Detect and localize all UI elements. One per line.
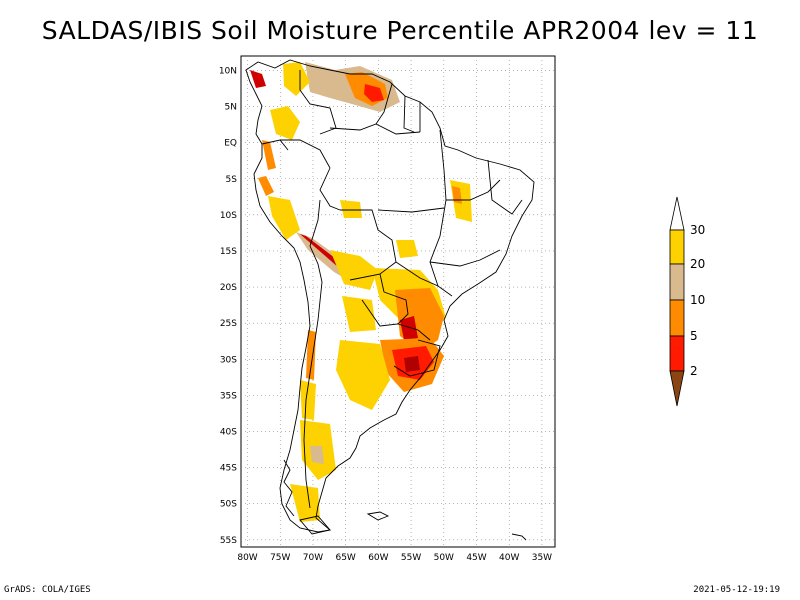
- lat-label: 50S: [220, 500, 237, 510]
- falkland-islands: [366, 511, 390, 521]
- shade-patagonia-tan: [310, 446, 324, 464]
- lat-label: 40S: [220, 427, 237, 437]
- shade-ecuador: [262, 140, 276, 170]
- border-bolivia-paraguay: [349, 273, 385, 293]
- border-guyana-suriname: [403, 95, 415, 133]
- border-brazil-interior-4: [377, 207, 445, 213]
- border-brazil-interior-6: [395, 261, 453, 297]
- border-uruguay: [393, 339, 441, 377]
- border-brazil-interior-1: [439, 129, 447, 201]
- lon-label: 55W: [401, 553, 421, 563]
- shade-colombia-red: [250, 70, 266, 88]
- border-chile-argentina: [303, 281, 323, 509]
- map-frame: [240, 55, 556, 548]
- lon-label: 35W: [532, 553, 552, 563]
- border-bolivia-chile: [309, 245, 323, 283]
- border-brazil-ne: [487, 159, 523, 215]
- border-colombia-peru: [280, 139, 331, 169]
- shade-parana-red: [400, 316, 418, 340]
- lat-label: 5N: [225, 103, 237, 113]
- shade-ne-brazil-orange: [452, 186, 462, 204]
- border-colombia-venezuela: [299, 70, 337, 135]
- lat-label: 10S: [220, 211, 237, 221]
- shade-central-brazil: [396, 240, 418, 258]
- lon-label: 40W: [499, 553, 519, 563]
- legend-label-30: 30: [690, 223, 705, 237]
- shade-chile-yellow: [300, 380, 316, 420]
- lat-label: 45S: [220, 464, 237, 474]
- legend-5-10: [669, 299, 685, 337]
- lat-label: 35S: [220, 391, 237, 401]
- tierra-del-fuego: [299, 515, 331, 535]
- legend-label-5: 5: [690, 329, 698, 343]
- coastline-and-borders: [245, 59, 535, 541]
- legend-above-30: [669, 196, 685, 231]
- lon-label: 80W: [237, 553, 257, 563]
- percentile-shading: [250, 62, 472, 522]
- shade-amazon-small: [340, 200, 362, 218]
- border-peru-bolivia: [309, 199, 321, 247]
- shade-peru: [258, 176, 274, 196]
- lat-label: 30S: [220, 355, 237, 365]
- border-brazil-interior-3: [429, 199, 447, 287]
- shade-venezuela-red: [364, 84, 384, 102]
- chart-title: SALDAS/IBIS Soil Moisture Percentile APR…: [41, 16, 759, 45]
- border-brazil-north: [329, 123, 421, 135]
- shade-patagonia-south: [290, 484, 320, 522]
- shade-venezuela-yellow: [283, 62, 310, 96]
- lat-label: 25S: [220, 319, 237, 329]
- lat-label: 5S: [226, 175, 238, 185]
- shade-uruguay-darkred: [404, 356, 420, 372]
- lat-label: 10N: [219, 66, 237, 76]
- lon-label: 50W: [434, 553, 454, 563]
- shade-pampas-yellow: [336, 340, 390, 410]
- continent-outline: [245, 59, 535, 533]
- border-argentina-brazil: [397, 323, 431, 341]
- lat-label: 55S: [220, 536, 237, 546]
- border-venezuela-guyana: [375, 83, 393, 125]
- shade-bolivia-yellow: [330, 250, 378, 290]
- legend-10-20: [669, 263, 685, 301]
- lon-label: 70W: [303, 553, 323, 563]
- footer-credit: GrADS: COLA/IGES: [4, 585, 91, 595]
- lat-label: 20S: [220, 283, 237, 293]
- legend-label-10: 10: [690, 293, 705, 307]
- border-brazil-interior-5: [429, 249, 501, 267]
- lon-label: 75W: [270, 553, 290, 563]
- border-bolivia-brazil: [340, 209, 397, 275]
- shade-chile-coast: [306, 330, 316, 380]
- legend-label-2: 2: [690, 364, 698, 378]
- footer-timestamp: 2021-05-12-19:19: [693, 585, 780, 595]
- legend-2-5: [669, 335, 685, 372]
- border-brazil-interior-2: [446, 179, 501, 201]
- lon-label: 60W: [368, 553, 388, 563]
- border-paraguay: [361, 291, 409, 327]
- shade-colombia-north: [270, 106, 300, 140]
- lat-label: 15S: [220, 247, 237, 257]
- lon-label: 65W: [335, 553, 355, 563]
- south-georgia: [511, 533, 527, 541]
- lon-label: 45W: [466, 553, 486, 563]
- legend-20-30: [669, 229, 685, 265]
- legend-below-2: [669, 370, 685, 407]
- axis-labels: 10N 5N EQ 5S 10S 15S 20S 25S 30S 35S 40S 45S 50S 55S8…: [219, 66, 552, 563]
- legend-label-20: 20: [690, 257, 705, 271]
- shade-chaco: [342, 296, 376, 332]
- chile-fjords: [283, 459, 295, 517]
- lat-label: EQ: [224, 139, 237, 149]
- border-peru-brazil: [319, 167, 341, 211]
- colorbar-legend: 30 20 10 5 2: [669, 196, 705, 407]
- shade-peru-yellow: [268, 196, 300, 240]
